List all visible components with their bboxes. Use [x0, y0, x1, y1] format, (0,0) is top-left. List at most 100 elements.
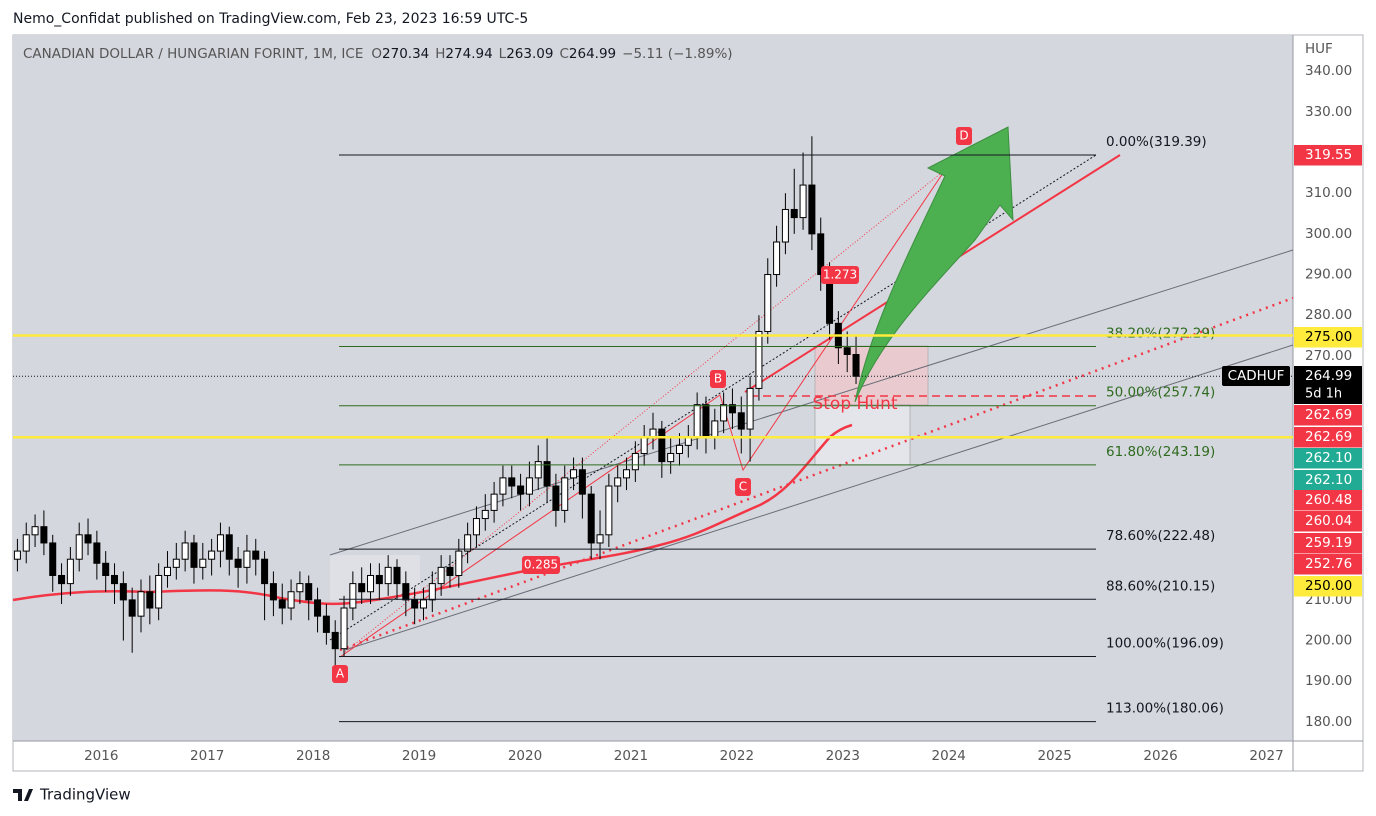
fib-label: 38.20%(272.29): [1106, 326, 1215, 342]
fib-label: 78.60%(222.48): [1106, 528, 1215, 544]
candle-body: [499, 477, 507, 495]
candle-body: [843, 347, 851, 355]
y-tick-label: 280.00: [1305, 307, 1352, 323]
annotation-badge: [522, 556, 560, 574]
candle-body: [640, 436, 648, 454]
candle-body: [58, 574, 66, 585]
candle-body: [702, 404, 710, 438]
candle-body: [720, 404, 728, 422]
y-tick-label: 190.00: [1305, 673, 1352, 689]
price-badge: [1294, 511, 1362, 532]
candle-body: [190, 542, 198, 568]
countdown: 5d 1h: [1305, 387, 1342, 402]
candle-body: [252, 550, 260, 560]
x-tick-label: 2023: [826, 748, 860, 764]
candle-body: [13, 550, 21, 560]
ohlc-key: O: [371, 46, 382, 62]
candle-body: [340, 607, 348, 650]
candle-body: [155, 574, 163, 609]
y-tick-label: 200.00: [1305, 633, 1352, 649]
trend-red-dotted: [339, 296, 1294, 652]
candle-body: [66, 558, 74, 585]
abcd-pattern: [339, 169, 946, 658]
price-badge-label: 252.76: [1305, 556, 1352, 572]
y-tick-label: 340.00: [1305, 63, 1352, 79]
candle-body: [455, 550, 463, 576]
candle-body: [375, 574, 383, 585]
candle-body: [411, 599, 419, 609]
symbol-badge: [1222, 366, 1290, 386]
price-badge-label: 259.19: [1305, 535, 1352, 551]
trend-dotted: [329, 154, 1097, 641]
candle-body: [384, 566, 392, 585]
candle-body: [534, 461, 542, 479]
candle-body: [111, 574, 119, 585]
annotation-badge: [332, 665, 348, 683]
candle-body: [817, 233, 825, 276]
ohlc-value: 270.34: [382, 46, 429, 62]
candle-body: [287, 591, 295, 609]
price-badge: [1294, 470, 1362, 491]
candle-body: [119, 583, 127, 601]
candle-body: [799, 184, 807, 219]
candle-body: [711, 420, 719, 438]
x-tick-label: 2024: [932, 748, 966, 764]
candle-body: [623, 469, 631, 479]
fib-label: 113.00%(180.06): [1106, 701, 1224, 717]
x-tick-label: 2026: [1143, 748, 1177, 764]
annotation: B: [714, 372, 722, 386]
candle-body: [22, 534, 30, 552]
fib-label: 0.00%(319.39): [1106, 134, 1207, 150]
candle-body: [393, 566, 401, 585]
candle-body: [163, 566, 171, 576]
candle-body: [172, 558, 180, 568]
fib-label: 50.00%(257.74): [1106, 385, 1215, 401]
annotations: A B C D 0.285 1.273 Stop Hunt: [332, 127, 972, 683]
candle-body: [481, 509, 489, 520]
candle-body: [128, 599, 136, 617]
candle-body: [49, 542, 57, 576]
candle-body: [225, 534, 233, 560]
candle-body: [561, 477, 569, 511]
x-tick-label: 2016: [84, 748, 118, 764]
price-badge: [1294, 366, 1362, 404]
candle-body: [331, 631, 339, 650]
candle-body: [490, 493, 498, 511]
y-tick-label: 300.00: [1305, 226, 1352, 242]
change: −5.11 (−1.89%): [622, 46, 732, 62]
price-badge: [1294, 576, 1362, 597]
candle-body: [472, 518, 480, 536]
candle-body: [367, 574, 375, 593]
y-tick-label: 310.00: [1305, 185, 1352, 201]
candles: [13, 136, 860, 670]
candle-body: [578, 469, 586, 495]
candle-body: [737, 412, 745, 430]
price-badge: [1294, 427, 1362, 448]
price-badge: [1294, 554, 1362, 575]
ohlc-key: L: [499, 46, 507, 62]
price-badge-label: 275.00: [1305, 329, 1352, 345]
price-badge-label: 262.69: [1305, 429, 1352, 445]
price-badge: [1294, 448, 1362, 469]
candle-body: [728, 404, 736, 414]
candle-body: [199, 558, 207, 568]
candle-body: [305, 583, 313, 601]
candle-body: [543, 461, 551, 487]
candle-body: [596, 534, 604, 544]
logo: TradingView: [13, 786, 131, 804]
candle-body: [631, 452, 639, 471]
ohlc-value: 264.99: [569, 46, 616, 62]
moving-average: [12, 423, 853, 606]
candle-body: [605, 485, 613, 536]
price-badge-label: 260.04: [1305, 513, 1352, 529]
candle-body: [146, 591, 154, 609]
fib-label: 61.80%(243.19): [1106, 444, 1215, 460]
y-tick-label: 290.00: [1305, 267, 1352, 283]
candle-body: [243, 550, 251, 568]
candle-body: [296, 583, 304, 593]
candle-body: [693, 404, 701, 438]
price-badge: [1294, 405, 1362, 426]
ohlc-value: 274.94: [445, 46, 492, 62]
annotation: C: [739, 480, 747, 494]
